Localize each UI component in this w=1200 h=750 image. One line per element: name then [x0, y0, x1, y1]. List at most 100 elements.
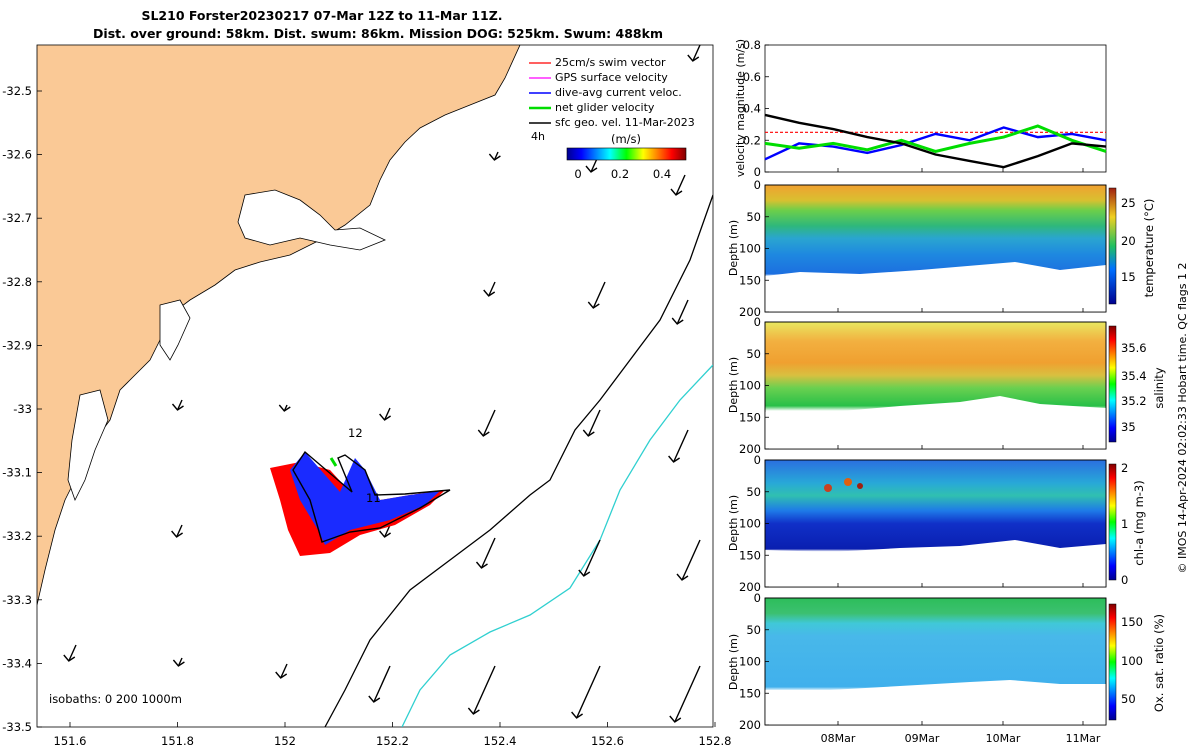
latitude-tick-label: -33 [13, 402, 32, 416]
geostrophic-arrow [575, 665, 601, 719]
legend-geo-velocity-label: sfc geo. vel. 11-Mar-2023 [555, 116, 695, 129]
geostrophic-arrow [176, 399, 183, 411]
salinity-colorbar-tick: 35.2 [1121, 394, 1147, 408]
velocity-y-label: velocity magnitude (m/s) [734, 39, 747, 177]
geostrophic-arrowhead [488, 153, 501, 161]
geostrophic-arrowhead [671, 317, 684, 325]
salinity-colorbar-tick: 35.4 [1121, 369, 1147, 383]
geostrophic-arrowhead [475, 561, 488, 569]
chlorophyll-colorbar-tick: 2 [1121, 461, 1128, 475]
temperature-seafloor-mask [765, 262, 1106, 312]
oxygen-colorbar-label: Ox. sat. ratio (%) [1152, 614, 1166, 712]
track-map: 12 11 25cm/s swim vector GPS surface vel… [2, 44, 731, 748]
oxygen-colorbar-tick: 50 [1121, 692, 1136, 706]
lake-macquarie [67, 389, 109, 502]
longitude-tick-label: 151.6 [54, 734, 87, 748]
geostrophic-arrow [383, 407, 391, 421]
geostrophic-arrowhead [585, 165, 598, 173]
geostrophic-arrowhead [467, 707, 480, 715]
salinity-colorbar [1108, 325, 1117, 443]
geostrophic-arrowhead [670, 188, 683, 196]
depth-tick-label: 0 [754, 591, 761, 605]
longitude-tick-label: 152.6 [591, 734, 624, 748]
lake-port-stephens [159, 299, 191, 361]
latitude-tick-label: -32.9 [2, 338, 32, 352]
oxygen-colorbar-tick: 100 [1121, 654, 1143, 668]
depth-tick-label: 0 [754, 178, 761, 192]
geostrophic-arrow [68, 644, 77, 662]
depth-tick-label: 100 [739, 655, 761, 669]
figure-title-line1: SL210 Forster20230217 07-Mar 12Z to 11-M… [141, 8, 502, 23]
depth-tick-label: 50 [746, 210, 761, 224]
velocity-y-axis: 0 0.2 0.4 0.6 0.8 [743, 38, 769, 179]
geostrophic-arrowhead [587, 301, 600, 309]
geostrophic-arrowhead [669, 715, 682, 723]
geostrophic-arrow [472, 665, 496, 715]
geostrophic-arrow [676, 299, 689, 325]
geostrophic-arrowhead [676, 573, 689, 581]
longitude-axis: 151.6 151.8 152 152.2 152.4 152.6 152.8 [54, 722, 731, 748]
depth-axes: 0501001502000501001502000501001502000501… [739, 178, 769, 732]
geostrophic-arrow [587, 409, 601, 437]
time-tick-label: 10Mar [986, 732, 1021, 745]
geostrophic-arrow [373, 665, 391, 703]
chlorophyll-patch [857, 483, 863, 489]
geostrophic-arrowhead [477, 429, 490, 437]
geostrophic-arrowhead [687, 54, 700, 62]
latitude-tick-label: -32.8 [2, 275, 32, 289]
track-label-11: 11 [366, 491, 381, 505]
isobaths-note: isobaths: 0 200 1000m [49, 692, 182, 706]
velocity-series [764, 113, 1107, 169]
depth-tick-label: 200 [739, 718, 761, 732]
geostrophic-arrow [383, 524, 391, 538]
salinity-section: 35.6 35.4 35.2 35 salinity Depth (m) [727, 321, 1166, 450]
oxygen-depth-label: Depth (m) [727, 634, 740, 690]
legend-current-label: dive-avg current veloc. [555, 86, 682, 99]
depth-tick-label: 200 [739, 305, 761, 319]
geostrophic-arrowhead [171, 403, 184, 411]
geostrophic-arrow [672, 429, 689, 463]
chlorophyll-seafloor-mask [765, 540, 1106, 587]
chlorophyll-colorbar-tick: 0 [1121, 573, 1128, 587]
oxygen-seafloor-mask [765, 680, 1106, 725]
oxygen-colorbar [1108, 603, 1117, 721]
geostrophic-arrow [692, 45, 701, 62]
depth-tick-label: 50 [746, 485, 761, 499]
geostrophic-arrowhead [171, 530, 183, 538]
speed-colorbar [566, 147, 687, 161]
geostrophic-arrow [675, 174, 686, 196]
depth-tick-label: 0 [754, 315, 761, 329]
depth-tick-label: 100 [739, 379, 761, 393]
geostrophic-arrowhead [379, 413, 391, 421]
legend-swim-vector-label: 25cm/s swim vector [555, 56, 666, 69]
geostrophic-arrowhead [571, 711, 583, 719]
depth-tick-label: 150 [739, 686, 761, 700]
geostrophic-arrowhead [582, 429, 595, 437]
time-axis: 08Mar 09Mar 10Mar 11Mar [821, 168, 1101, 745]
velocity-y-tick-label: 0 [754, 165, 761, 179]
chlorophyll-colorbar-tick: 1 [1121, 517, 1128, 531]
depth-tick-label: 0 [754, 453, 761, 467]
temperature-colorbar-label: temperature (°C) [1142, 199, 1156, 298]
latitude-tick-label: -32.6 [2, 148, 32, 162]
geostrophic-arrow [175, 524, 183, 538]
temperature-colorbar-tick: 25 [1121, 196, 1136, 210]
speed-colorbar-tick: 0.2 [611, 167, 629, 181]
track-label-12: 12 [348, 426, 363, 440]
temperature-colorbar-tick: 15 [1121, 270, 1136, 284]
time-tick-label: 11Mar [1066, 732, 1101, 745]
depth-tick-label: 50 [746, 347, 761, 361]
latitude-tick-label: -33.5 [2, 720, 32, 734]
velocity-y-tick-label: 0.2 [743, 133, 761, 147]
salinity-colorbar-tick: 35.6 [1121, 341, 1147, 355]
depth-tick-label: 200 [739, 580, 761, 594]
geostrophic-arrow [480, 537, 496, 569]
geostrophic-arrow [592, 281, 606, 309]
geostrophic-arrowhead [63, 654, 76, 662]
chlorophyll-patch [844, 478, 852, 486]
geostrophic-arrow [280, 663, 288, 679]
oxygen-colorbar-tick: 150 [1121, 615, 1143, 629]
map-legend: 25cm/s swim vector GPS surface velocity … [529, 56, 695, 181]
longitude-tick-label: 152.2 [376, 734, 409, 748]
